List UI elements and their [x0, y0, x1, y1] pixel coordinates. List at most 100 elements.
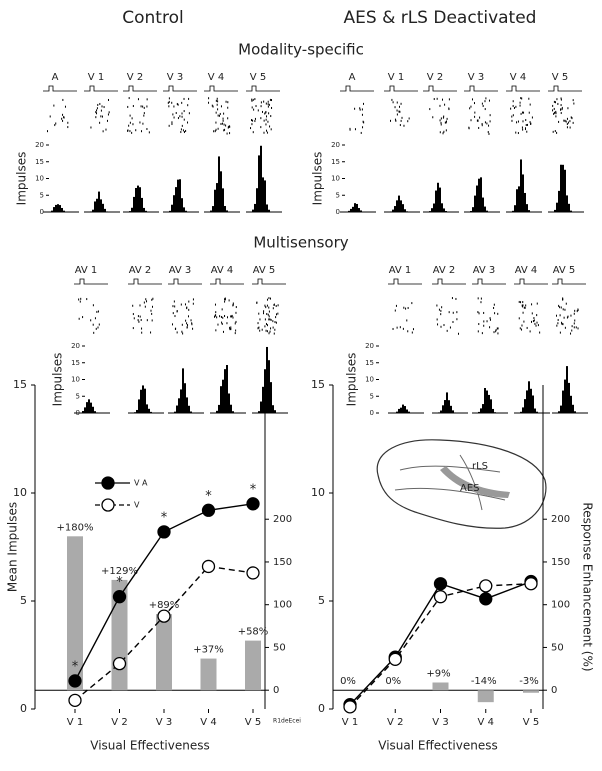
y2-tick-label: 200: [551, 514, 570, 525]
significance-mark: *: [161, 510, 168, 525]
raster-tick: [274, 328, 276, 331]
raster-tick: [354, 128, 356, 131]
raster-tick: [265, 306, 267, 309]
raster-tick: [181, 330, 183, 333]
y-tick-label: 0: [20, 702, 27, 715]
raster-tick: [571, 325, 573, 328]
histogram-bar: [440, 410, 442, 413]
raster-tick: [554, 130, 556, 133]
raster-tick: [135, 129, 137, 132]
histogram-bar: [484, 206, 486, 212]
raster-tick: [359, 108, 361, 111]
panel-label: V 5: [552, 72, 568, 83]
histogram-bar: [260, 145, 262, 212]
raster-tick: [363, 121, 365, 124]
data-point: [157, 525, 171, 539]
raster-tick: [228, 299, 230, 302]
histogram-bar: [51, 210, 53, 212]
raster-tick: [406, 319, 408, 322]
raster-tick: [448, 108, 450, 111]
raster-tick: [251, 123, 253, 126]
raster-tick: [148, 131, 150, 134]
raster-tick: [172, 323, 174, 326]
raster-tick: [560, 104, 562, 107]
raster-tick: [222, 119, 224, 122]
raster-tick: [137, 98, 139, 101]
histogram-bar: [570, 395, 572, 413]
y-tick-label: 15: [311, 378, 325, 391]
raster-tick: [217, 100, 219, 103]
raster-tick: [259, 329, 261, 332]
raster-tick: [261, 110, 263, 113]
raster-tick: [97, 310, 99, 313]
raster-tick: [518, 317, 520, 320]
raster-tick: [137, 315, 139, 318]
histogram-bar: [252, 209, 254, 212]
raster-tick: [234, 322, 236, 325]
raster-tick: [474, 115, 476, 118]
raster-tick: [440, 313, 442, 316]
raster-tick: [517, 132, 519, 135]
raster-tick: [220, 122, 222, 125]
raster-tick: [101, 105, 103, 108]
raster-tick: [566, 117, 568, 120]
raster-tick: [524, 128, 526, 131]
raster-tick: [535, 324, 537, 327]
raster-tick: [449, 326, 451, 329]
raster-tick: [269, 297, 271, 300]
raster-tick: [525, 119, 527, 122]
raster-tick: [268, 306, 270, 309]
raster-tick: [564, 308, 566, 311]
raster-tick: [269, 330, 271, 333]
histogram-bar: [518, 186, 520, 212]
raster-tick: [227, 106, 229, 109]
raster-tick: [180, 128, 182, 131]
raster-tick: [479, 116, 481, 119]
raster-tick: [443, 130, 445, 133]
raster-tick: [553, 111, 555, 114]
raster-tick: [265, 123, 267, 126]
histogram-bar: [222, 188, 224, 212]
raster-tick: [563, 119, 565, 122]
raster-tick: [146, 319, 148, 322]
histogram-bar: [183, 207, 185, 212]
raster-tick: [208, 101, 210, 104]
raster-tick: [82, 316, 84, 319]
raster-tick: [521, 97, 523, 100]
histogram-bar: [185, 210, 187, 212]
data-point: [246, 497, 260, 511]
histogram-bar: [53, 207, 55, 212]
raster-tick: [173, 116, 175, 119]
histogram-bar: [254, 203, 256, 212]
histogram-bar: [133, 196, 135, 212]
histogram-bar: [218, 404, 220, 413]
raster-tick: [142, 122, 144, 125]
x-tick-label: V 1: [342, 717, 358, 728]
raster-tick: [272, 320, 274, 323]
raster-tick: [483, 311, 485, 314]
histogram-bar: [86, 402, 88, 413]
histogram-bar: [139, 187, 141, 212]
raster-tick: [556, 131, 558, 134]
raster-tick: [253, 108, 255, 111]
y2-tick-label: 150: [273, 557, 292, 568]
raster-tick: [522, 301, 524, 304]
panel-label: AV 1: [75, 265, 98, 276]
raster-tick: [361, 113, 363, 116]
raster-tick: [90, 126, 92, 129]
raster-tick: [274, 321, 276, 324]
histogram-bar: [560, 164, 562, 212]
raster-tick: [439, 104, 441, 107]
raster-tick: [556, 324, 558, 327]
stimulus-trace: [210, 278, 244, 285]
raster-tick: [445, 120, 447, 123]
histogram-bar: [558, 190, 560, 212]
raster-tick: [190, 319, 192, 322]
enhancement-bar: [200, 658, 217, 691]
raster-tick: [224, 314, 226, 317]
histogram-bar: [404, 406, 406, 413]
raster-tick: [214, 130, 216, 133]
raster-tick: [493, 331, 495, 334]
raster-tick: [223, 123, 225, 126]
psth-ylabel: Impulses: [345, 353, 359, 407]
